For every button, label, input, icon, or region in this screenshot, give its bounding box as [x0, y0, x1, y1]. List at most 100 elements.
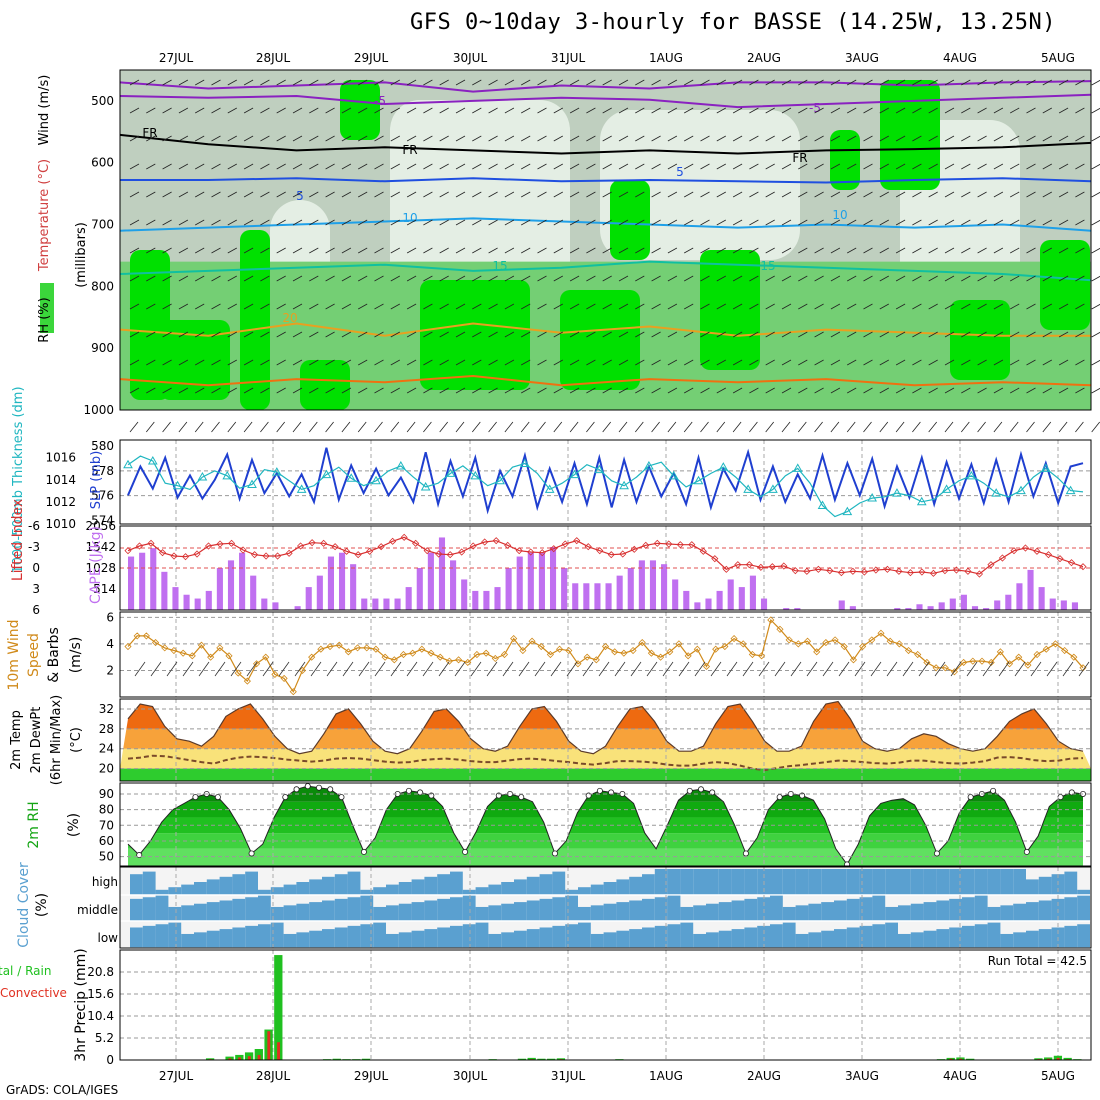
cape-bar: [994, 600, 1001, 610]
lifted-index-marker: [768, 563, 776, 571]
wind-barb: [895, 191, 906, 198]
wind-speed-marker: [326, 642, 334, 651]
wind-barb: [667, 275, 678, 282]
rh-bright-patch: [1040, 240, 1090, 330]
ylabel-cloud-units: (%): [34, 893, 50, 917]
cloud-cell: [923, 869, 937, 895]
wind-barb: [521, 275, 531, 282]
wind-barb: [814, 359, 824, 366]
wind-barb: [1010, 359, 1020, 366]
wind-barb: [423, 359, 433, 366]
wind-barb: [260, 191, 270, 198]
cape-bar: [905, 608, 912, 610]
cloud-cell: [923, 902, 937, 921]
lifted-index-marker: [354, 551, 362, 559]
wind-barb: [765, 219, 775, 226]
cape-bar: [627, 568, 634, 610]
wind-barb: [1046, 661, 1058, 677]
thickness-marker: [644, 460, 654, 470]
lifted-index-marker: [1079, 563, 1087, 571]
isotherm-FR: [119, 133, 1092, 155]
cloud-cell: [450, 925, 463, 948]
wind-barb: [178, 247, 189, 254]
wind-barb: [651, 331, 661, 338]
lifted-index-marker: [481, 538, 489, 546]
cloud-cell: [194, 882, 207, 895]
rh-marker: [596, 787, 603, 794]
isotherm-label: -5: [809, 101, 821, 115]
y-tick-label: 700: [91, 218, 114, 232]
wind-barb: [406, 135, 417, 142]
isotherm-label: 20: [282, 311, 297, 325]
temp-fill-band: [120, 701, 1091, 729]
wind-barb: [455, 79, 466, 86]
cloud-cell: [872, 869, 886, 895]
wind-barb: [1091, 163, 1100, 170]
wind-barb: [260, 163, 270, 170]
wind-barb: [732, 275, 743, 282]
wind-barb: [1026, 107, 1036, 114]
wind-barb: [863, 247, 873, 254]
wind-barb: [227, 107, 237, 114]
wind-barb: [732, 191, 743, 198]
thickness-marker: [247, 479, 257, 488]
wind-barb: [895, 387, 906, 394]
cape-bar: [1016, 583, 1023, 610]
wind-barb: [716, 163, 726, 170]
wind-barb: [182, 661, 194, 677]
wind-barb: [455, 135, 466, 142]
thickness-marker: [222, 470, 233, 480]
wind-barb: [694, 661, 706, 677]
cape-bar: [1027, 569, 1034, 610]
ylabel-rh2m: 2m RH: [26, 801, 42, 848]
y-tick-label: 10.4: [87, 1009, 114, 1023]
wind-barb: [586, 331, 596, 338]
cloud-cell: [834, 900, 847, 921]
wind-barb: [406, 275, 417, 282]
wind-barb: [1010, 79, 1020, 86]
wind-barb: [455, 163, 466, 170]
wind-barb: [325, 387, 335, 394]
isotherm-label: 5: [676, 165, 684, 179]
wind-barb: [243, 107, 254, 114]
wind-speed-marker: [592, 656, 600, 664]
wind-barb: [146, 331, 156, 338]
wind-barb: [749, 247, 759, 254]
thickness-marker: [867, 493, 878, 502]
wind-barb: [977, 247, 987, 254]
wind-barb: [146, 79, 156, 86]
rh-marker: [338, 794, 345, 801]
lifted-index-marker: [170, 552, 178, 560]
wind-barb: [651, 275, 661, 282]
wind-barb: [1042, 303, 1052, 310]
wind-barb: [863, 421, 872, 433]
wind-barb: [977, 303, 987, 310]
precip-total-bar: [547, 1058, 556, 1060]
wind-barb: [1058, 303, 1069, 310]
y-tick-label: 576: [91, 489, 114, 503]
cloud-cell: [936, 929, 950, 948]
wind-barb: [309, 275, 319, 282]
wind-barb: [146, 163, 156, 170]
wind-barb: [961, 359, 971, 366]
wind-barb: [879, 303, 889, 310]
y-tick-label: 50: [99, 850, 114, 864]
rh-marker: [214, 794, 221, 801]
wind-barb: [710, 661, 722, 677]
wind-barb: [439, 359, 449, 366]
cape-bar: [438, 537, 446, 610]
wind-barb: [977, 79, 987, 86]
lifted-index-marker: [906, 569, 914, 577]
wind-barb: [651, 387, 661, 394]
wind-barb: [406, 387, 417, 394]
cloud-cell: [846, 927, 860, 948]
wind-speed-marker: [583, 653, 591, 661]
cloud-cell: [398, 903, 412, 921]
cloud-cell: [322, 876, 335, 895]
wind-barb: [716, 275, 726, 282]
thickness-marker: [817, 500, 828, 509]
y-tick-label: 5.2: [95, 1031, 114, 1045]
wind-barb: [635, 191, 645, 198]
wind-barb: [422, 661, 434, 677]
cloud-cell: [782, 922, 796, 948]
